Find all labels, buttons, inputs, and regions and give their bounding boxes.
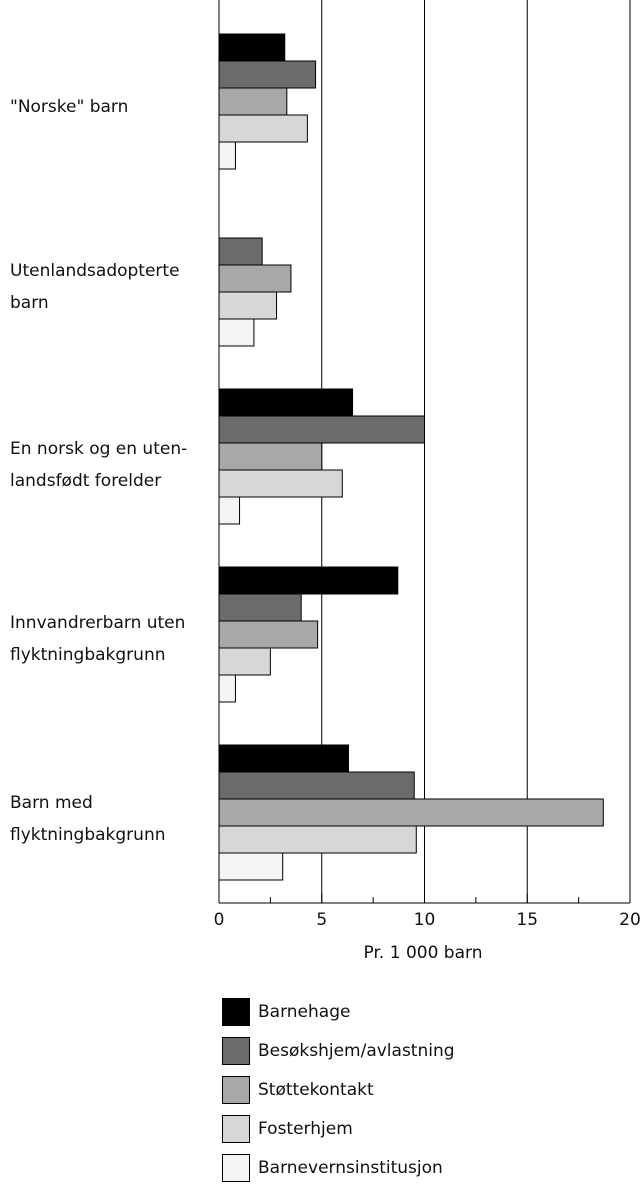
legend-item: Besøkshjem/avlastning	[222, 1031, 455, 1070]
x-axis-title: Pr. 1 000 barn	[364, 943, 483, 963]
bar	[218, 674, 236, 703]
bar-chart: "Norske" barn Utenlandsadopterte barn En no…	[10, 0, 641, 963]
legend-label: Besøkshjem/avlastning	[258, 1040, 455, 1061]
axes	[218, 0, 631, 904]
x-tick-label: 0	[214, 910, 225, 930]
legend-item: Barnehage	[222, 992, 455, 1031]
bar	[218, 33, 286, 62]
legend-item: Fosterhjem	[222, 1109, 455, 1148]
legend-swatch	[222, 1075, 250, 1104]
bar	[218, 852, 284, 881]
bar	[218, 291, 278, 320]
category-label: Utenlandsadopterte	[10, 261, 180, 281]
category-label: barn	[10, 293, 49, 313]
legend: Barnehage Besøkshjem/avlastning Støttekont…	[222, 992, 455, 1187]
legend-item: Støttekontakt	[222, 1070, 455, 1109]
legend-swatch	[222, 997, 250, 1026]
category-label: "Norske" barn	[10, 97, 128, 117]
legend-label: Barnehage	[258, 1001, 351, 1022]
legend-label: Støttekontakt	[258, 1079, 374, 1100]
category-label: flyktningbakgrunn	[10, 645, 166, 665]
bar	[218, 114, 308, 143]
category-label: Barn med	[10, 793, 93, 813]
bar	[218, 496, 241, 525]
bar	[218, 593, 302, 622]
bar	[218, 415, 425, 444]
bar	[218, 566, 399, 595]
bar	[218, 60, 317, 89]
legend-item: Barnevernsinstitusjon	[222, 1148, 455, 1187]
bar	[218, 798, 604, 827]
bar	[218, 825, 417, 854]
x-tick-label: 15	[516, 910, 538, 930]
bar	[218, 237, 263, 266]
category-label: landsfødt forelder	[10, 471, 161, 491]
x-tick-label: 10	[414, 910, 436, 930]
category-label: En norsk og en uten-	[10, 439, 187, 459]
category-label: flyktningbakgrunn	[10, 825, 166, 845]
legend-label: Fosterhjem	[258, 1118, 353, 1139]
bar	[218, 318, 255, 347]
bar	[218, 264, 292, 293]
bar	[218, 442, 323, 471]
category-label: Innvandrerbarn uten	[10, 613, 185, 633]
bar	[218, 620, 319, 649]
bar	[218, 771, 415, 800]
category-labels: "Norske" barn Utenlandsadopterte barn En no…	[10, 97, 187, 845]
legend-label: Barnevernsinstitusjon	[258, 1157, 443, 1178]
legend-swatch	[222, 1114, 250, 1143]
bar	[218, 647, 271, 676]
bar	[218, 141, 236, 170]
bar	[218, 87, 288, 116]
bars	[218, 33, 604, 881]
legend-swatch	[222, 1153, 250, 1182]
bar	[218, 388, 354, 417]
x-tick-label: 5	[316, 910, 327, 930]
x-tick-label: 20	[619, 910, 641, 930]
legend-swatch	[222, 1036, 250, 1065]
bar	[218, 744, 349, 773]
bar	[218, 469, 343, 498]
gridlines	[321, 0, 631, 903]
x-ticks: 0 5 10 15 20	[214, 910, 641, 930]
